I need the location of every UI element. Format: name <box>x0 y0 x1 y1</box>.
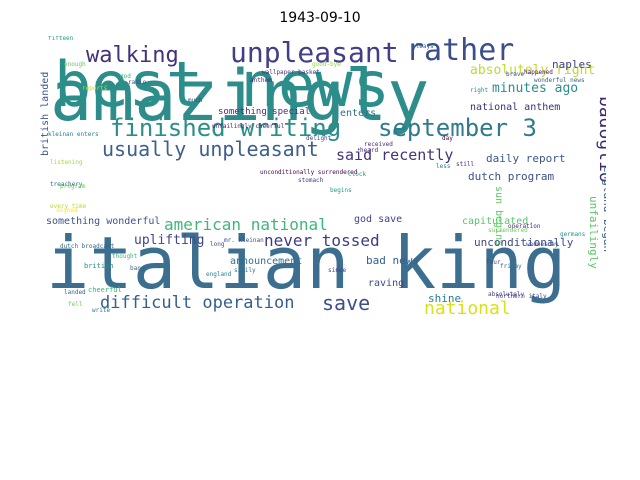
cloud-word-fell: fell <box>68 301 83 308</box>
cloud-word-badoglio: badoglio <box>595 96 606 183</box>
cloud-word-absolutely-right: absolutely right <box>470 63 595 78</box>
cloud-word-difficult-operation: difficult operation <box>100 293 294 313</box>
cloud-word-amazingly: amazingly <box>50 55 429 137</box>
cloud-word-program: program <box>60 183 86 190</box>
cloud-word-sicily: sicily <box>234 267 256 274</box>
cloud-word-england-began: england began <box>601 166 606 252</box>
cloud-word-bad-news: bad news <box>366 254 419 267</box>
cloud-word-write: write <box>92 307 110 314</box>
cloud-word-wednesday: wednesday <box>526 241 559 248</box>
cloud-word-england: england <box>206 271 232 278</box>
cloud-word-four: four <box>486 259 501 266</box>
cloud-word-stomach: stomach <box>298 177 324 184</box>
cloud-word-walking: walking <box>86 43 179 68</box>
cloud-word-germans: germans <box>560 231 586 238</box>
cloud-word-enough: enough <box>64 61 86 68</box>
figure-title: 1943-09-10 <box>279 10 361 26</box>
cloud-word-good-bye: good-bye <box>312 61 341 68</box>
cloud-word-day: day <box>442 135 453 142</box>
cloud-word-happened: happened <box>524 69 553 76</box>
cloud-word-cheerful: cheerful <box>88 286 122 294</box>
cloud-word-much: much <box>188 97 203 104</box>
cloud-word-national-anthem: national anthem <box>470 102 560 113</box>
cloud-word-unfailingly: unfailingly <box>587 196 600 269</box>
cloud-word-long: long <box>210 241 225 248</box>
cloud-word-always: always <box>412 43 434 50</box>
cloud-word-kleinan-enters: kleinan enters <box>48 131 99 138</box>
cloud-word-fifteen: fifteen <box>48 36 74 42</box>
cloud-word-landed: landed <box>64 289 86 296</box>
cloud-word-unfailingly-cheerful: unfailingly cheerful <box>212 123 285 130</box>
cloud-word-dutch-program: dutch program <box>468 170 554 183</box>
cloud-word-surrendered: surrendered <box>488 227 528 234</box>
cloud-word-minutes-ago: minutes ago <box>492 81 578 96</box>
cloud-word-shine: shine <box>428 292 461 305</box>
cloud-word-british-landed: british landed <box>40 72 51 156</box>
cloud-word-every-time: every time <box>50 203 87 210</box>
cloud-word-naples: naples <box>552 58 592 71</box>
cloud-word-national: national <box>424 298 511 316</box>
cloud-word-bang: bang <box>130 265 145 272</box>
cloud-word-british: british <box>84 262 114 270</box>
cloud-word-clock: clock <box>348 171 366 178</box>
cloud-word-absolutely: absolutely <box>488 291 525 298</box>
cloud-word-september-3: september 3 <box>378 114 537 142</box>
cloud-word-raving: raving <box>368 278 404 289</box>
cloud-word-treachery: treachery <box>50 181 83 188</box>
cloud-word-thought: thought <box>112 253 138 260</box>
cloud-word-wonderful-news: wonderful news <box>534 77 585 84</box>
cloud-word-capitulated: capitulated. <box>462 216 534 227</box>
cloud-word-usually-unpleasant: usually unpleasant <box>102 137 319 161</box>
cloud-word-radio: radio <box>128 79 146 86</box>
cloud-word-save: save <box>322 291 370 315</box>
cloud-word-italian-king: italian king <box>46 221 566 305</box>
cloud-word-wallpaper-basket: wallpaper basket <box>262 69 320 76</box>
cloud-word-american-national: american national <box>164 215 328 234</box>
cloud-word-brave: brave <box>506 71 524 78</box>
cloud-word-reports: reports <box>82 85 108 92</box>
cloud-word-something-special: something special <box>218 107 310 117</box>
cloud-word-daily-report: daily report <box>486 152 565 165</box>
cloud-word-received: received <box>364 141 393 148</box>
cloud-word-friday: friday <box>500 263 522 270</box>
cloud-word-northern-italy: northern italy <box>496 293 547 300</box>
cloud-word-listening: listening <box>50 159 83 166</box>
cloud-word-god: god <box>120 73 131 80</box>
cloud-word-unconditionally-surrendered: unconditionally surrendered <box>260 169 358 176</box>
cloud-word-unpleasant: unpleasant <box>230 36 399 69</box>
cloud-word-unconditionally: unconditionally <box>474 236 574 249</box>
cloud-word-best-news: best news <box>54 48 390 121</box>
cloud-word-said-recently: said recently <box>336 146 453 164</box>
cloud-word-enters: enters <box>340 108 376 119</box>
cloud-word-signed: signed <box>56 207 78 214</box>
cloud-word-begins: begins <box>330 187 352 194</box>
cloud-word-anthem: anthem <box>250 77 272 84</box>
cloud-word-never-tossed: never tossed <box>264 231 380 250</box>
cloud-word-sun-begins: sun begins <box>493 186 504 246</box>
cloud-word-still: still <box>456 161 474 168</box>
cloud-word-rather: rather <box>406 36 514 68</box>
cloud-word-heard: heard <box>360 147 378 154</box>
cloud-word-right: right <box>470 87 488 94</box>
cloud-word-uplifting: uplifting <box>134 233 204 248</box>
word-cloud: amazingly best news italian king unpleasant… <box>40 36 606 316</box>
cloud-word-god-save: god save <box>354 214 402 225</box>
cloud-word-dutch-broadcast: dutch broadcast <box>60 243 115 250</box>
cloud-word-since: since <box>328 267 346 274</box>
cloud-word-operation: operation <box>508 223 541 230</box>
cloud-word-less: less <box>436 163 451 170</box>
cloud-word-mr-kleinan: mr. kleinan <box>224 237 264 244</box>
cloud-word-delight: delight <box>306 135 332 142</box>
cloud-word-something-wonderful: something wonderful <box>46 216 160 227</box>
cloud-word-finished-writing: finished writing <box>110 114 341 142</box>
cloud-word-announcement: announcement <box>230 256 302 267</box>
